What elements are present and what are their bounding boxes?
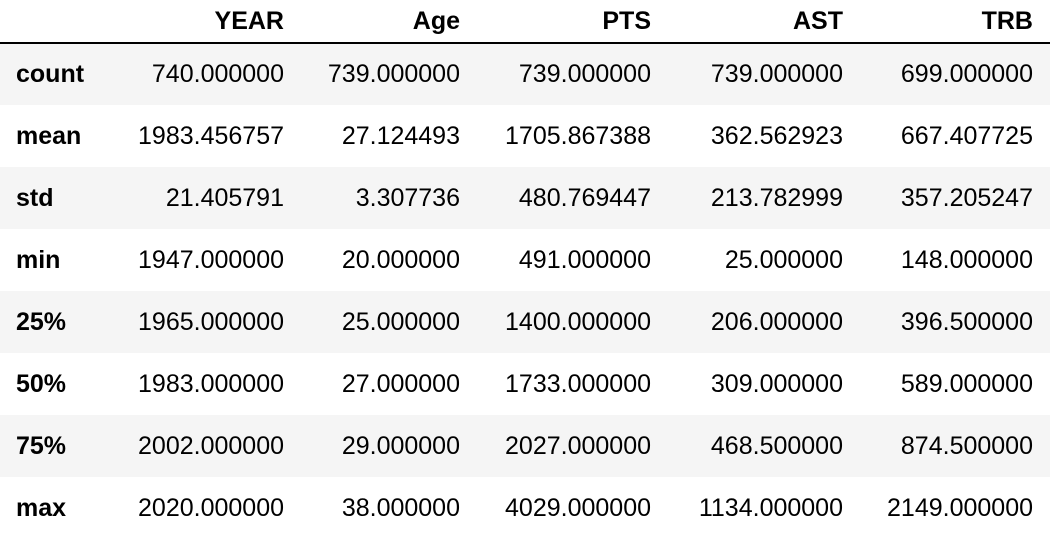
table-cell: 206.000000 xyxy=(710,307,843,336)
row-label: std xyxy=(16,183,54,212)
table-row: 75% 2002.000000 29.000000 2027.000000 46… xyxy=(0,415,1050,477)
row-label: 75% xyxy=(16,431,67,460)
table-cell: 491.000000 xyxy=(518,245,651,274)
table-cell: 1947.000000 xyxy=(138,245,284,274)
table-header: YEAR Age PTS AST TRB xyxy=(0,0,1050,44)
table-cell: 1983.000000 xyxy=(138,369,284,398)
table-cell: 357.205247 xyxy=(900,183,1033,212)
table-cell: 1983.456757 xyxy=(138,121,284,150)
header-row: YEAR Age PTS AST TRB xyxy=(0,0,1050,44)
table-row: count 740.000000 739.000000 739.000000 7… xyxy=(0,43,1050,105)
table-cell: 699.000000 xyxy=(900,60,1033,88)
index-header xyxy=(0,0,110,44)
table-cell: 667.407725 xyxy=(900,121,1033,150)
table-cell: 739.000000 xyxy=(327,60,460,88)
table-cell: 27.000000 xyxy=(341,369,460,398)
column-header-age: Age xyxy=(301,0,477,44)
row-label: 50% xyxy=(16,369,67,398)
table-cell: 740.000000 xyxy=(151,60,284,88)
table-cell: 468.500000 xyxy=(710,431,843,460)
table-cell: 2020.000000 xyxy=(138,493,284,522)
table-cell: 874.500000 xyxy=(900,431,1033,460)
column-header-ast: AST xyxy=(668,0,860,44)
column-header-year: YEAR xyxy=(110,0,301,44)
table-row: std 21.405791 3.307736 480.769447 213.78… xyxy=(0,167,1050,229)
table-cell: 27.124493 xyxy=(341,121,460,150)
row-label: max xyxy=(16,493,67,522)
table-cell: 29.000000 xyxy=(341,431,460,460)
table-cell: 309.000000 xyxy=(710,369,843,398)
table-cell: 1134.000000 xyxy=(698,493,843,522)
table-cell: 1400.000000 xyxy=(505,307,651,336)
table-cell: 25.000000 xyxy=(341,307,460,336)
table-cell: 362.562923 xyxy=(710,121,843,150)
table-cell: 25.000000 xyxy=(724,245,843,274)
table-row: max 2020.000000 38.000000 4029.000000 11… xyxy=(0,477,1050,539)
table-cell: 20.000000 xyxy=(341,245,460,274)
table-cell: 213.782999 xyxy=(710,183,843,212)
table-cell: 148.000000 xyxy=(900,245,1033,274)
table-cell: 2027.000000 xyxy=(505,431,651,460)
table-cell: 396.500000 xyxy=(900,307,1033,336)
table-cell: 3.307736 xyxy=(355,183,460,212)
table-row: min 1947.000000 20.000000 491.000000 25.… xyxy=(0,229,1050,291)
row-label: count xyxy=(16,60,85,88)
table-cell: 1965.000000 xyxy=(138,307,284,336)
column-header-trb: TRB xyxy=(860,0,1050,44)
table-row: 50% 1983.000000 27.000000 1733.000000 30… xyxy=(0,353,1050,415)
column-header-pts: PTS xyxy=(477,0,668,44)
table-cell: 4029.000000 xyxy=(505,493,651,522)
table-cell: 739.000000 xyxy=(710,60,843,88)
table-cell: 589.000000 xyxy=(900,369,1033,398)
table-cell: 1705.867388 xyxy=(505,121,651,150)
table-row: mean 1983.456757 27.124493 1705.867388 3… xyxy=(0,105,1050,167)
table-cell: 2149.000000 xyxy=(887,493,1033,522)
row-label: 25% xyxy=(16,307,67,336)
table-cell: 480.769447 xyxy=(518,183,651,212)
table-body: count 740.000000 739.000000 739.000000 7… xyxy=(0,43,1050,539)
table-cell: 2002.000000 xyxy=(138,431,284,460)
table-row: 25% 1965.000000 25.000000 1400.000000 20… xyxy=(0,291,1050,353)
table-cell: 38.000000 xyxy=(341,493,460,522)
table-cell: 1733.000000 xyxy=(505,369,651,398)
table-cell: 739.000000 xyxy=(518,60,651,88)
row-label: min xyxy=(16,245,61,274)
row-label: mean xyxy=(16,121,82,150)
table-cell: 21.405791 xyxy=(165,183,284,212)
